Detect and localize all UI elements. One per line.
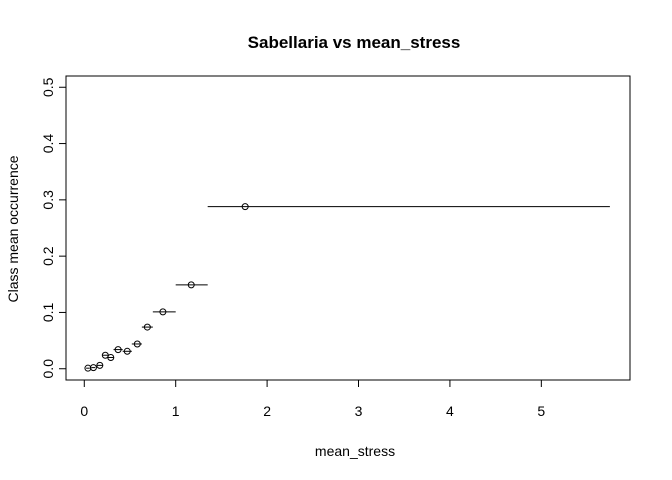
y-tick-label-4: 0.4	[40, 134, 56, 154]
data-point-4	[107, 353, 115, 361]
data-point-1	[89, 364, 97, 372]
chart-title: Sabellaria vs mean_stress	[248, 33, 461, 52]
x-axis-label: mean_stress	[315, 443, 395, 459]
interval-group	[86, 206, 610, 369]
data-point-10	[187, 281, 195, 289]
y-axis: 0.0 0.1 0.2 0.3 0.4 0.5	[40, 77, 67, 379]
y-tick-label-5: 0.5	[40, 77, 56, 97]
x-tick-label-2: 2	[263, 403, 271, 419]
y-tick-label-2: 0.2	[40, 246, 56, 266]
data-point-2	[96, 361, 104, 369]
data-point-6	[123, 347, 131, 355]
plot-frame	[65, 75, 631, 381]
data-point-11	[241, 203, 249, 211]
y-tick-label-0: 0.0	[40, 359, 56, 379]
x-tick-label-0: 0	[80, 403, 88, 419]
data-point-5	[114, 346, 122, 354]
point-group	[84, 203, 249, 372]
data-point-9	[159, 308, 167, 316]
x-tick-label-1: 1	[172, 403, 180, 419]
y-tick-label-1: 0.1	[40, 303, 56, 323]
y-tick-label-3: 0.3	[40, 190, 56, 210]
x-tick-label-3: 3	[355, 403, 363, 419]
y-axis-label: Class mean occurrence	[5, 155, 21, 302]
x-axis: 0 1 2 3 4 5	[80, 379, 545, 419]
data-point-8	[143, 323, 151, 331]
x-tick-label-5: 5	[537, 403, 545, 419]
data-point-7	[133, 340, 141, 348]
x-tick-label-4: 4	[446, 403, 454, 419]
